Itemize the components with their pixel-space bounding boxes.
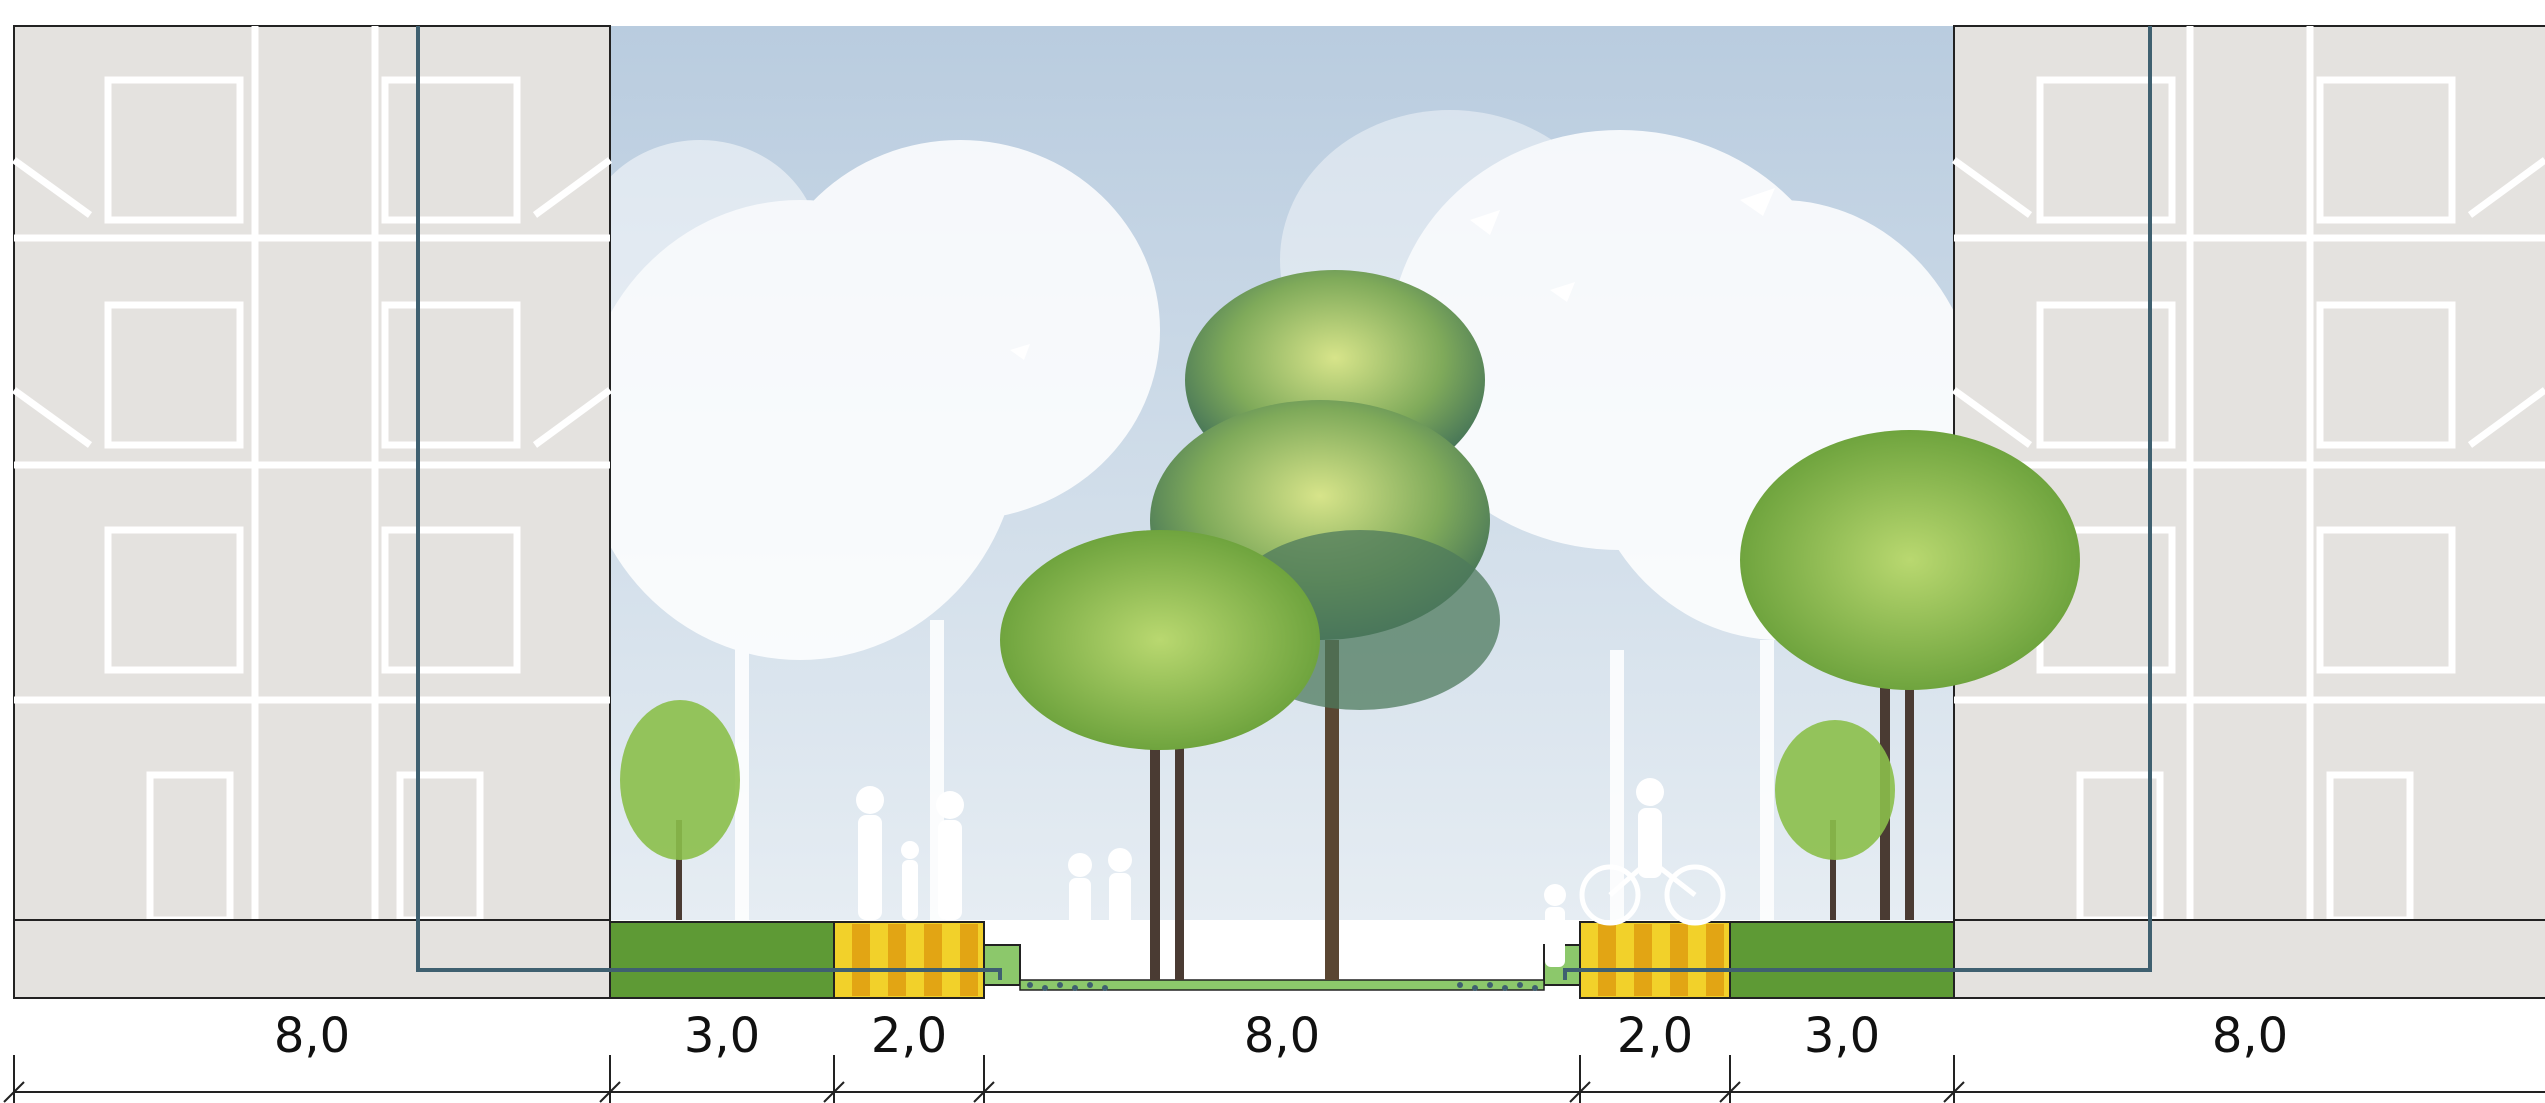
building-left	[11, 25, 613, 924]
dimension-label-building-left: 8,0	[274, 1008, 350, 1064]
infiltration-dots	[1027, 982, 1538, 991]
building-right	[1951, 25, 2545, 924]
plinth-left	[13, 919, 611, 999]
dimension-label-street: 8,0	[1244, 1008, 1320, 1064]
background-trees	[580, 110, 1980, 930]
dimension-label-building-right: 8,0	[2212, 1008, 2288, 1064]
dimension-label-strip-right: 2,0	[1617, 1008, 1693, 1064]
tree-small-left	[620, 700, 740, 920]
birds	[1010, 188, 1775, 360]
dimension-line	[3, 1055, 2545, 1103]
drainage-pipe-right	[1563, 26, 2152, 980]
plinth-right	[1953, 919, 2545, 999]
central-green-strip	[1019, 979, 1545, 991]
tree-left-medium	[1000, 530, 1320, 980]
infiltration-strip-right	[1579, 921, 1731, 999]
dimension-label-lawn-right: 3,0	[1804, 1008, 1880, 1064]
lawn-left	[609, 921, 835, 999]
dimension-label-strip-left: 2,0	[871, 1008, 947, 1064]
lawn-right	[1729, 921, 1955, 999]
tree-small-right	[1775, 720, 1895, 920]
cyclist	[1579, 778, 1726, 926]
infiltration-strip-left	[833, 921, 985, 999]
drainage-pipe-left	[416, 26, 1002, 980]
pedestrians	[856, 786, 1566, 978]
dimension-label-lawn-left: 3,0	[684, 1008, 760, 1064]
